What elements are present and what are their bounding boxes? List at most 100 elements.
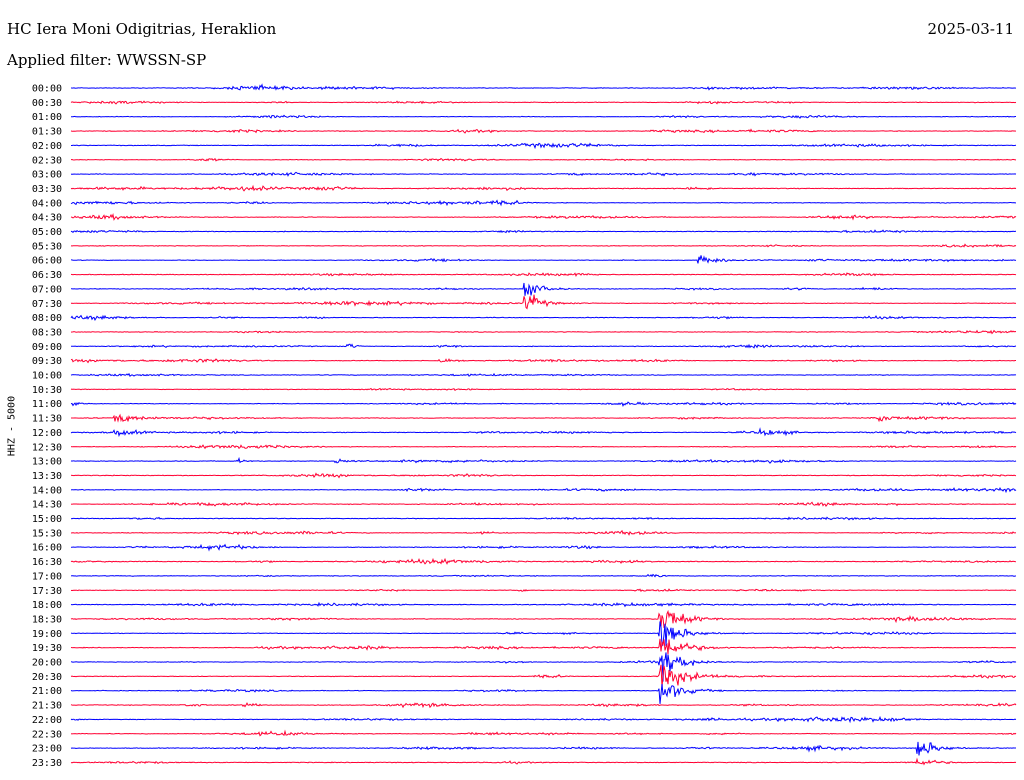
trace-row xyxy=(70,516,1017,521)
trace-row xyxy=(70,456,1017,464)
time-tick-label: 17:30 xyxy=(32,586,62,597)
seismic-traces xyxy=(70,83,1017,766)
trace-row xyxy=(70,557,1017,565)
time-tick-label: 22:00 xyxy=(32,715,62,726)
time-tick-label: 03:00 xyxy=(32,170,62,181)
time-tick-label: 14:00 xyxy=(32,485,62,496)
time-tick-label: 10:30 xyxy=(32,385,62,396)
trace-row xyxy=(70,543,1017,552)
trace-row xyxy=(70,100,1017,105)
time-tick-label: 09:30 xyxy=(32,356,62,367)
time-tick-label: 15:00 xyxy=(32,514,62,525)
time-tick-label: 00:00 xyxy=(32,84,62,95)
trace-row xyxy=(70,427,1017,438)
trace-row xyxy=(70,444,1017,450)
time-tick-label: 18:00 xyxy=(32,600,62,611)
time-tick-label: 22:30 xyxy=(32,729,62,740)
trace-row xyxy=(70,529,1017,536)
time-tick-label: 11:00 xyxy=(32,399,62,410)
time-tick-label: 02:00 xyxy=(32,141,62,152)
date-label: 2025-03-11 xyxy=(927,20,1014,38)
time-tick-label: 12:00 xyxy=(32,428,62,439)
trace-row xyxy=(70,683,1016,704)
time-tick-label: 19:00 xyxy=(32,629,62,640)
trace-row xyxy=(70,621,1017,647)
trace-row xyxy=(70,757,1017,766)
trace-row xyxy=(70,487,1017,494)
trace-row xyxy=(70,573,1016,578)
trace-row xyxy=(70,664,1017,688)
time-tick-labels: 00:00 00:30 01:00 01:30 02:00 02:30 03:00 03:30… xyxy=(32,84,62,769)
time-tick-label: 16:30 xyxy=(32,557,62,568)
time-tick-label: 21:00 xyxy=(32,686,62,697)
time-tick-label: 04:30 xyxy=(32,213,62,224)
time-tick-label: 23:30 xyxy=(32,758,62,769)
time-tick-label: 11:30 xyxy=(32,414,62,425)
trace-row xyxy=(70,401,1017,407)
trace-row xyxy=(70,702,1017,709)
filter-label: Applied filter: WWSSN-SP xyxy=(7,51,207,69)
trace-row xyxy=(70,652,1017,682)
time-tick-label: 20:30 xyxy=(32,672,62,683)
trace-row xyxy=(70,601,1017,608)
station-title: HC Iera Moni Odigitrias, Heraklion xyxy=(7,20,277,38)
trace-row xyxy=(71,142,1017,150)
time-tick-label: 01:00 xyxy=(32,112,62,123)
time-tick-label: 07:30 xyxy=(32,299,62,310)
trace-row xyxy=(70,358,1016,364)
trace-row xyxy=(70,387,1016,391)
trace-row xyxy=(71,83,1017,91)
trace-row xyxy=(70,741,1016,756)
time-tick-label: 23:00 xyxy=(32,744,62,755)
trace-row xyxy=(70,157,1017,162)
time-tick-label: 09:00 xyxy=(32,342,62,353)
time-tick-label: 19:30 xyxy=(32,643,62,654)
trace-row xyxy=(70,472,1017,479)
time-tick-label: 12:30 xyxy=(32,442,62,453)
time-tick-label: 21:30 xyxy=(32,701,62,712)
trace-row xyxy=(70,609,1017,629)
time-tick-label: 16:00 xyxy=(32,543,62,554)
time-tick-label: 04:00 xyxy=(32,198,62,209)
time-tick-label: 08:00 xyxy=(32,313,62,324)
time-tick-label: 13:30 xyxy=(32,471,62,482)
trace-row xyxy=(70,329,1017,335)
trace-row xyxy=(70,314,1017,321)
time-tick-label: 00:30 xyxy=(32,98,62,109)
trace-row xyxy=(70,184,1017,192)
trace-row xyxy=(70,372,1017,378)
time-tick-label: 06:30 xyxy=(32,270,62,281)
time-tick-label: 10:00 xyxy=(32,371,62,382)
trace-row xyxy=(71,255,1017,264)
trace-row xyxy=(70,501,1017,508)
time-tick-label: 05:30 xyxy=(32,241,62,252)
trace-row xyxy=(70,729,1017,737)
trace-row xyxy=(70,212,1017,221)
trace-row xyxy=(70,272,1017,277)
time-tick-label: 08:30 xyxy=(32,327,62,338)
trace-row xyxy=(70,638,1017,655)
time-tick-label: 01:30 xyxy=(32,127,62,138)
trace-row xyxy=(70,199,1016,207)
time-tick-label: 14:30 xyxy=(32,500,62,511)
time-tick-label: 13:00 xyxy=(32,457,62,468)
time-tick-label: 17:00 xyxy=(32,571,62,582)
trace-row xyxy=(70,128,1017,134)
trace-row xyxy=(71,413,1017,423)
trace-row xyxy=(70,114,1016,119)
time-tick-label: 05:00 xyxy=(32,227,62,238)
time-tick-label: 18:30 xyxy=(32,614,62,625)
time-tick-label: 02:30 xyxy=(32,155,62,166)
trace-row xyxy=(70,588,1017,593)
trace-row xyxy=(70,243,1017,248)
trace-row xyxy=(70,343,1017,349)
trace-row xyxy=(70,715,1017,724)
trace-row xyxy=(70,282,1017,296)
trace-row xyxy=(70,229,1017,234)
time-tick-label: 07:00 xyxy=(32,284,62,295)
trace-row xyxy=(70,294,1017,310)
trace-row xyxy=(70,171,1017,177)
time-tick-label: 03:30 xyxy=(32,184,62,195)
time-tick-label: 06:00 xyxy=(32,256,62,267)
